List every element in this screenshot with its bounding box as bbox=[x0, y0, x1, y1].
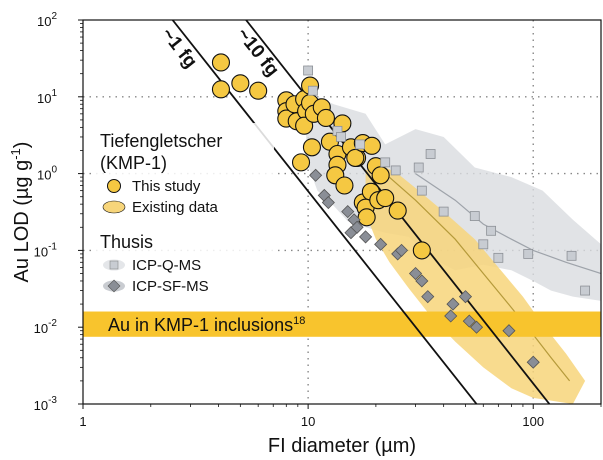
icp-q-ms-point bbox=[486, 225, 497, 236]
icp-sf-ms-point bbox=[469, 320, 484, 334]
icp-q-ms-point bbox=[566, 250, 577, 261]
data-points bbox=[211, 53, 591, 369]
axis-ticks: 1 10 100 10-3 10-2 10-1 100 101 102 bbox=[34, 11, 602, 429]
x-tick-label: 10 bbox=[301, 414, 315, 429]
this-study-point bbox=[346, 148, 365, 167]
icp-sf-ms-point bbox=[462, 314, 476, 328]
this-study-point bbox=[362, 136, 381, 155]
legend-background bbox=[96, 123, 274, 301]
icp-q-ms-point bbox=[307, 85, 318, 96]
y-tick-label: 10-1 bbox=[34, 241, 58, 259]
existing-data-band bbox=[365, 164, 586, 404]
au-inclusion-band: Au in KMP-1 inclusions18 bbox=[83, 311, 601, 337]
icp-sf-ms-point bbox=[359, 230, 373, 244]
existing-band-midline bbox=[384, 173, 571, 382]
x-axis-title: FI diameter (µm) bbox=[268, 435, 416, 457]
icp-q-ms-point bbox=[438, 206, 449, 217]
this-study-point bbox=[357, 208, 376, 227]
y-tick-label: 10-2 bbox=[34, 318, 58, 336]
icp-sf-ms-point bbox=[421, 290, 435, 304]
this-study-point bbox=[302, 138, 322, 157]
icp-sf-ms-point bbox=[321, 195, 335, 210]
grey-band-midline bbox=[415, 173, 601, 275]
icp-sf-ms-point bbox=[374, 237, 388, 251]
y-tick-label: 102 bbox=[37, 11, 57, 29]
legend-icpq-marker bbox=[109, 260, 119, 270]
this-study-point bbox=[231, 74, 250, 93]
x-tick-label: 1 bbox=[79, 414, 86, 429]
legend-icpsf-marker bbox=[107, 279, 121, 293]
icp-q-ms-point bbox=[580, 285, 591, 296]
icp-q-ms-point bbox=[523, 249, 534, 259]
legend-group1-title-line1: Tiefengletscher bbox=[100, 131, 222, 151]
icp-sf-ms-point bbox=[341, 205, 355, 219]
this-study-point bbox=[371, 166, 390, 185]
icp-q-ms-point bbox=[478, 239, 489, 250]
icp-q-ms-point bbox=[380, 157, 391, 168]
y-tick-label: 100 bbox=[37, 165, 57, 183]
y-axis-title: Au LOD (µg g-1) bbox=[8, 142, 33, 283]
this-study-point bbox=[376, 189, 395, 208]
this-study-point bbox=[316, 108, 335, 128]
icp-sf-ms-point bbox=[309, 168, 323, 182]
icp-q-ms-point bbox=[390, 165, 401, 176]
this-study-point bbox=[211, 53, 230, 72]
legend-group2-title: Thusis bbox=[100, 232, 153, 252]
reference-line-labels: ~1 fg ~10 fg bbox=[157, 24, 283, 81]
this-study-point bbox=[295, 116, 314, 135]
this-study-point bbox=[412, 241, 431, 260]
legend: Tiefengletscher (KMP-1) This study Exist… bbox=[96, 123, 274, 301]
icp-q-ms-point bbox=[336, 132, 346, 142]
legend-this-study-marker bbox=[107, 179, 121, 193]
icp-sf-ms-point bbox=[408, 266, 423, 281]
icp-sf-ms-point bbox=[446, 297, 460, 311]
icp-sf-ms-point bbox=[458, 290, 473, 304]
legend-this-study-label: This study bbox=[132, 178, 201, 195]
this-study-point bbox=[249, 81, 268, 100]
icp-sf-ms-point bbox=[502, 324, 516, 338]
icp-q-ms-point bbox=[303, 65, 314, 76]
icp-sf-ms-point bbox=[394, 243, 409, 257]
legend-existing-marker bbox=[102, 200, 126, 214]
y-tick-label: 101 bbox=[37, 88, 57, 106]
icp-q-ms-point bbox=[425, 149, 436, 159]
icp-q-ms-point bbox=[469, 211, 480, 221]
icp-q-ms-point bbox=[413, 162, 424, 173]
icp-sf-ms-point bbox=[415, 274, 429, 288]
icp-q-ms-point bbox=[416, 185, 427, 196]
x-tick-label: 100 bbox=[522, 414, 544, 429]
legend-icpq-label: ICP-Q-MS bbox=[132, 257, 201, 274]
this-study-point bbox=[211, 80, 230, 99]
legend-existing-label: Existing data bbox=[132, 199, 219, 216]
au-inclusion-band-label: Au in KMP-1 inclusions18 bbox=[108, 315, 305, 335]
legend-group1-title-line2: (KMP-1) bbox=[100, 153, 167, 173]
icp-q-ms-point bbox=[493, 252, 504, 263]
this-study-point bbox=[291, 153, 311, 172]
icp-sf-ms-point bbox=[350, 220, 364, 234]
legend-icpsf-label: ICP-SF-MS bbox=[132, 278, 209, 295]
this-study-point bbox=[388, 201, 407, 220]
plot-frame bbox=[82, 19, 602, 405]
y-tick-label: 10-3 bbox=[34, 395, 58, 413]
this-study-point bbox=[335, 176, 354, 195]
icp-sf-ms-point bbox=[444, 309, 458, 323]
icp-sf-ms-point bbox=[526, 355, 540, 369]
reference-line-label-2: ~10 fg bbox=[232, 24, 283, 81]
icp-q-ms-point bbox=[355, 139, 365, 150]
au-inclusion-band-rect bbox=[83, 311, 601, 337]
